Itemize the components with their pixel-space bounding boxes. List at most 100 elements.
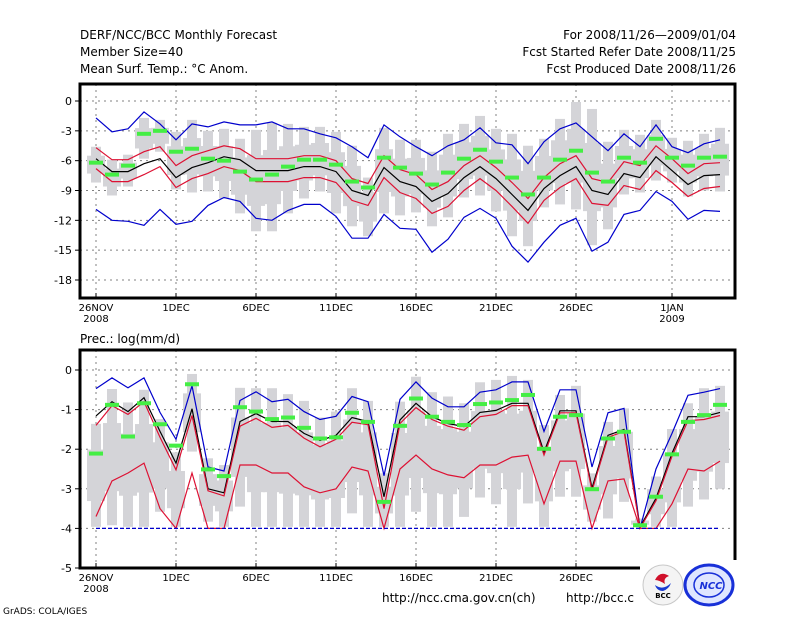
median-marker xyxy=(473,402,487,407)
median-marker xyxy=(601,436,615,441)
ncc-logo-ring xyxy=(683,563,735,607)
x-tick-label: 26NOV xyxy=(79,303,114,314)
x-tick-label: 26DEC xyxy=(559,303,593,314)
median-marker xyxy=(617,429,631,434)
spread-bar-inner xyxy=(695,416,713,472)
median-marker xyxy=(361,185,375,190)
median-marker xyxy=(393,423,407,428)
spread-bar-inner xyxy=(503,159,521,211)
y-tick-label: -12 xyxy=(54,214,72,227)
bcc-logo-swirl-red xyxy=(655,573,669,584)
median-marker xyxy=(89,451,103,456)
y-tick-label: -4 xyxy=(61,522,72,535)
spread-bar-inner xyxy=(215,146,233,182)
median-marker xyxy=(201,467,215,472)
median-marker xyxy=(569,413,583,418)
spread-bar-inner xyxy=(327,152,345,193)
median-marker xyxy=(329,162,343,167)
median-marker xyxy=(249,409,263,414)
spread-bar-inner xyxy=(151,442,169,489)
median-marker xyxy=(297,425,311,430)
median-marker xyxy=(633,160,647,165)
y-tick-label: -3 xyxy=(61,483,72,496)
series-line-ensemble-mean xyxy=(95,155,721,212)
spread-bar-inner xyxy=(535,450,553,502)
spread-bar-inner xyxy=(487,410,505,474)
x-tick-label: 11DEC xyxy=(319,303,353,314)
median-marker xyxy=(457,423,471,428)
spread-bar-inner xyxy=(711,411,729,464)
header-period: For 2008/11/26—2009/01/04 xyxy=(563,28,736,42)
spread-bar-inner xyxy=(583,485,601,510)
median-marker xyxy=(697,413,711,418)
median-marker xyxy=(553,157,567,162)
median-marker xyxy=(121,434,135,439)
spread-bar-inner xyxy=(439,429,457,495)
median-marker xyxy=(665,452,679,457)
median-marker xyxy=(537,446,551,451)
spread-bar-inner xyxy=(103,423,121,492)
median-marker xyxy=(361,419,375,424)
spread-bar-inner xyxy=(247,422,265,493)
median-marker xyxy=(297,157,311,162)
spread-bar-inner xyxy=(231,417,249,477)
median-marker xyxy=(345,410,359,415)
median-marker xyxy=(137,401,151,406)
series-line-ensemble-min xyxy=(95,190,721,263)
y-tick-label: -1 xyxy=(61,404,72,417)
y-tick-label: -2 xyxy=(61,443,72,456)
x-tick-sublabel: 2008 xyxy=(83,584,108,595)
median-marker xyxy=(233,169,247,174)
median-marker xyxy=(121,163,135,168)
x-tick-label: 6DEC xyxy=(242,573,269,584)
y-tick-label: -6 xyxy=(61,155,72,168)
x-tick-label: 21DEC xyxy=(479,573,513,584)
median-marker xyxy=(393,165,407,170)
median-marker xyxy=(457,156,471,161)
median-marker xyxy=(169,149,183,154)
spread-bar-inner xyxy=(87,449,105,502)
spread-bar-inner xyxy=(183,393,201,433)
median-marker xyxy=(569,148,583,153)
median-marker xyxy=(281,415,295,420)
x-tick-label: 11DEC xyxy=(319,573,353,584)
x-tick-label: 1DEC xyxy=(162,303,189,314)
median-marker xyxy=(409,396,423,401)
spread-bar-inner xyxy=(599,446,617,495)
spread-bar-inner xyxy=(423,425,441,494)
spread-bar-inner xyxy=(503,413,521,490)
median-marker xyxy=(249,177,263,182)
median-marker xyxy=(169,443,183,448)
median-marker xyxy=(713,154,727,159)
spread-bar-inner xyxy=(359,432,377,496)
median-marker xyxy=(201,156,215,161)
median-marker xyxy=(489,400,503,405)
median-marker xyxy=(281,164,295,169)
median-marker xyxy=(473,147,487,152)
spread-bar-inner xyxy=(311,444,329,500)
median-marker xyxy=(377,155,391,160)
spread-bar-inner xyxy=(455,431,473,489)
median-marker xyxy=(345,179,359,184)
median-marker xyxy=(665,155,679,160)
spread-bar-inner xyxy=(535,155,553,191)
spread-bar-inner xyxy=(407,157,425,195)
spread-bar-inner xyxy=(695,147,713,177)
median-marker xyxy=(265,172,279,177)
median-marker xyxy=(505,175,519,180)
median-marker xyxy=(89,160,103,165)
spread-bar-inner xyxy=(135,128,153,149)
median-marker xyxy=(521,192,535,197)
plot-area xyxy=(80,350,735,568)
x-tick-label: 16DEC xyxy=(399,573,433,584)
y-tick-label: -3 xyxy=(61,125,72,138)
median-marker xyxy=(153,422,167,427)
median-marker xyxy=(505,398,519,403)
median-marker xyxy=(313,157,327,162)
median-marker xyxy=(681,419,695,424)
spread-bar-inner xyxy=(599,163,617,208)
series-line-ensemble-mean xyxy=(95,396,721,530)
